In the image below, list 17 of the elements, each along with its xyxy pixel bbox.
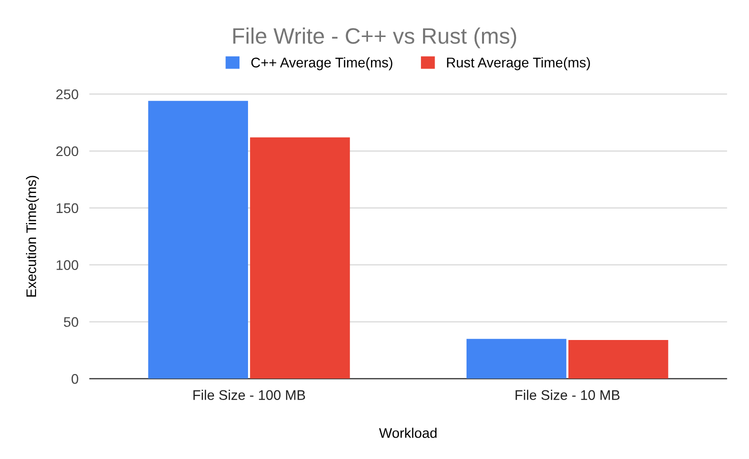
y-tick-label: 0 [72, 374, 78, 384]
bar [466, 338, 566, 379]
legend-label: C++ Average Time(ms) [251, 57, 392, 70]
bar [148, 100, 248, 379]
legend-label: Rust Average Time(ms) [447, 57, 590, 70]
y-axis-title: Execution Time(ms) [26, 176, 39, 297]
x-tick-label: File Size - 100 MB [193, 390, 306, 400]
y-tick-label: 50 [64, 317, 78, 327]
x-tick-label: File Size - 10 MB [516, 390, 620, 400]
y-tick-label: 100 [56, 260, 78, 270]
chart-title: File Write - C++ vs Rust (ms) [233, 28, 516, 48]
bar [250, 137, 350, 379]
y-tick-label: 250 [56, 89, 78, 100]
y-tick-label: 200 [56, 146, 78, 156]
bar [568, 340, 668, 379]
y-tick-label: 150 [56, 203, 78, 214]
x-axis-title: Workload [379, 428, 437, 438]
